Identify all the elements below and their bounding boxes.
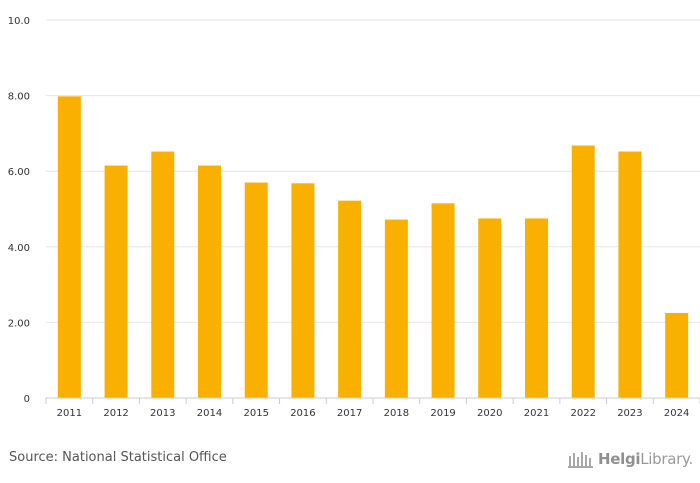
bar-2017[interactable] [338, 200, 362, 398]
x-tick-label: 2016 [290, 408, 315, 419]
y-axis-tick-labels: 0 2.00 4.00 6.00 8.00 10.0 [8, 16, 30, 405]
x-axis [45, 397, 700, 404]
x-tick-label: 2015 [243, 408, 268, 419]
bar-2014[interactable] [198, 165, 221, 398]
x-tick-label: 2017 [337, 408, 362, 419]
bars [57, 96, 689, 398]
y-tick-label: 4.00 [8, 243, 30, 254]
x-tick-label: 2014 [197, 408, 222, 419]
helgi-library-logo[interactable]: HelgiLibrary. [568, 449, 693, 469]
bar-2016[interactable] [291, 183, 315, 398]
bar-2022[interactable] [571, 145, 595, 398]
bar-2013[interactable] [151, 151, 175, 398]
x-axis-tick-labels: 2011 2012 2013 2014 2015 2016 2017 2018 2019 2020… [57, 408, 690, 419]
x-tick-label: 2018 [384, 408, 409, 419]
bar-2012[interactable] [104, 165, 128, 398]
bar-2023[interactable] [618, 151, 642, 398]
bar-2024[interactable] [665, 312, 689, 398]
x-tick-label: 2023 [617, 408, 642, 419]
y-tick-label: 0 [24, 394, 30, 405]
bar-2011[interactable] [57, 96, 81, 398]
brand-part-helgi: Helgi [598, 450, 641, 468]
source-note: Source: National Statistical Office [9, 450, 227, 465]
bar-2019[interactable] [431, 203, 455, 398]
bar-2021[interactable] [525, 218, 548, 398]
x-tick-label: 2019 [430, 408, 455, 419]
x-tick-label: 2022 [570, 408, 595, 419]
y-tick-label: 2.00 [8, 318, 30, 329]
y-tick-label: 10.0 [8, 16, 30, 27]
y-tick-label: 6.00 [8, 167, 30, 178]
x-tick-label: 2011 [57, 408, 82, 419]
grid-lines [46, 19, 700, 323]
x-tick-label: 2024 [664, 408, 689, 419]
y-tick-label: 8.00 [8, 92, 30, 103]
x-tick-label: 2021 [524, 408, 549, 419]
brand-part-library: Library. [640, 450, 693, 468]
brand-wordmark: HelgiLibrary. [598, 450, 693, 468]
bar-2020[interactable] [478, 218, 502, 398]
bar-2015[interactable] [244, 182, 268, 398]
x-tick-label: 2013 [150, 408, 175, 419]
x-tick-label: 2020 [477, 408, 502, 419]
bar-2018[interactable] [384, 219, 408, 398]
x-tick-label: 2012 [103, 408, 128, 419]
library-building-icon [568, 452, 593, 468]
